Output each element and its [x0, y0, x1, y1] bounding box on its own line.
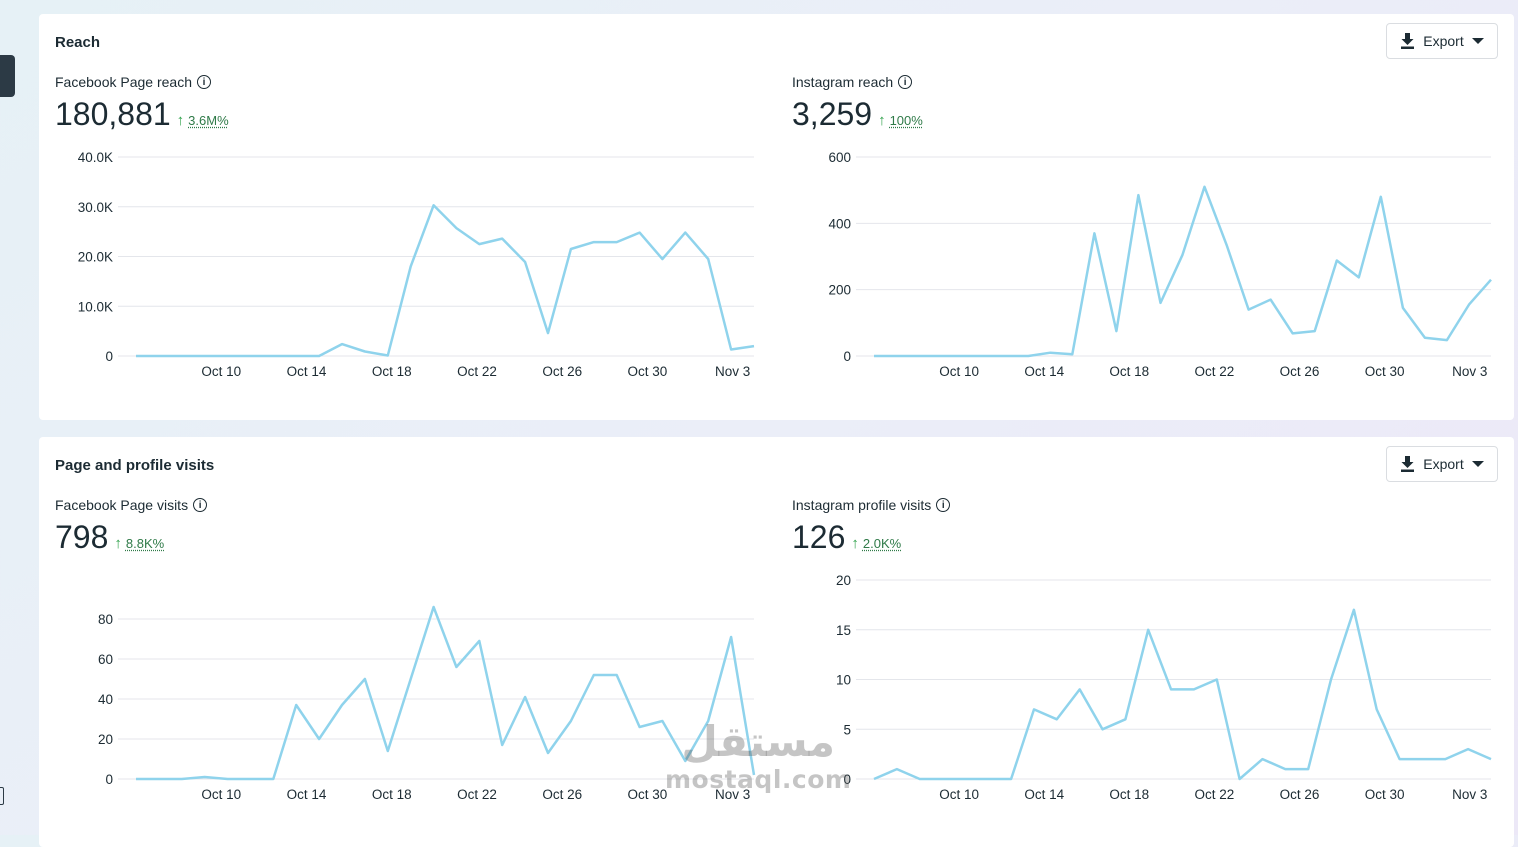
export-button[interactable]: Export — [1386, 446, 1498, 482]
x-tick-label: Oct 10 — [201, 364, 241, 379]
y-tick-label: 15 — [836, 623, 851, 638]
metric-value-row: 798 ↑ 8.8K% — [55, 519, 164, 556]
side-tab[interactable] — [0, 55, 15, 97]
x-tick-label: Oct 14 — [287, 364, 327, 379]
chart-facebook-page-visits[interactable]: 0 20 40 60 80 Oct 10 Oct 14 Oct 18 Oct 22 Oct 26 O… — [39, 437, 799, 817]
y-tick-label: 20 — [836, 573, 851, 588]
y-tick-label: 200 — [828, 283, 851, 298]
y-tick-label: 20.0K — [78, 250, 113, 265]
x-tick-label: Oct 18 — [1109, 787, 1149, 802]
export-label: Export — [1423, 33, 1464, 49]
metric-label-text: Facebook Page reach — [55, 74, 192, 90]
x-tick-label: Nov 3 — [1452, 364, 1487, 379]
x-tick-label: Oct 30 — [1365, 787, 1405, 802]
metric-value: 798 — [55, 519, 109, 555]
metric-label-text: Facebook Page visits — [55, 497, 189, 513]
x-tick-label: Nov 3 — [715, 787, 750, 802]
arrow-up-icon: ↑ — [851, 535, 859, 552]
visits-card: Page and profile visits Export Facebook … — [39, 437, 1514, 847]
metric-value: 180,881 — [55, 96, 171, 132]
x-tick-label: Oct 22 — [1195, 364, 1235, 379]
reach-card: Reach Export Facebook Page reach i 180,88… — [39, 14, 1514, 420]
x-tick-label: Oct 10 — [201, 787, 241, 802]
export-label: Export — [1423, 456, 1464, 472]
x-tick-label: Oct 18 — [372, 787, 412, 802]
x-tick-label: Oct 10 — [939, 364, 979, 379]
series-line — [136, 204, 755, 358]
x-tick-label: Oct 22 — [1195, 787, 1235, 802]
download-icon — [1401, 33, 1415, 49]
chart-instagram-reach[interactable]: 0 200 400 600 Oct 10 Oct 14 Oct 18 Oct 22 Oct 26… — [39, 14, 1509, 394]
metric-label: Instagram reach i — [792, 74, 913, 90]
x-tick-label: Oct 30 — [628, 787, 668, 802]
y-tick-label: 400 — [828, 216, 851, 231]
x-tick-label: Oct 30 — [628, 364, 668, 379]
caret-down-icon — [1471, 38, 1484, 44]
info-icon[interactable]: i — [193, 498, 208, 512]
metric-value-row: 3,259 ↑ 100% — [792, 96, 923, 133]
info-icon[interactable]: i — [936, 498, 951, 512]
metric-label-text: Instagram reach — [792, 74, 894, 90]
series-line — [136, 605, 756, 781]
metric-change[interactable]: 8.8K% — [125, 536, 165, 551]
y-tick-label: 80 — [98, 612, 113, 627]
y-tick-label: 40.0K — [78, 150, 113, 165]
x-tick-label: Oct 14 — [1024, 787, 1064, 802]
series-line — [873, 608, 1492, 781]
x-tick-label: Oct 10 — [939, 787, 979, 802]
metric-change[interactable]: 3.6M% — [188, 113, 229, 128]
y-tick-label: 0 — [105, 349, 113, 364]
y-tick-label: 600 — [828, 150, 851, 165]
x-tick-label: Oct 22 — [457, 364, 497, 379]
metric-value-row: 126 ↑ 2.0K% — [792, 519, 901, 556]
chart-facebook-page-reach[interactable]: 0 10.0K 20.0K 30.0K 40.0K Oct 10 Oct 14 Oct 18 O… — [39, 14, 799, 394]
caret-down-icon — [1471, 461, 1484, 467]
arrow-up-icon: ↑ — [176, 112, 185, 129]
metric-value: 3,259 — [792, 96, 873, 132]
section-title: Page and profile visits — [55, 457, 215, 474]
download-icon — [1401, 456, 1415, 472]
info-icon[interactable]: i — [196, 75, 211, 89]
x-tick-label: Nov 3 — [715, 364, 750, 379]
x-tick-label: Nov 3 — [1452, 787, 1487, 802]
y-tick-label: 0 — [843, 349, 851, 364]
metric-label-text: Instagram profile visits — [792, 497, 932, 513]
x-tick-label: Oct 26 — [1280, 787, 1320, 802]
arrow-up-icon: ↑ — [114, 535, 122, 552]
x-tick-label: Oct 26 — [542, 364, 582, 379]
arrow-up-icon: ↑ — [878, 112, 886, 129]
x-tick-label: Oct 14 — [1024, 364, 1064, 379]
export-button[interactable]: Export — [1386, 23, 1498, 59]
y-tick-label: 60 — [98, 652, 113, 667]
metric-change[interactable]: 100% — [889, 113, 923, 128]
metric-value: 126 — [792, 519, 846, 555]
y-tick-label: 0 — [105, 772, 113, 787]
side-bracket — [0, 787, 4, 805]
y-tick-label: 20 — [98, 732, 113, 747]
y-tick-label: 0 — [843, 772, 851, 787]
y-tick-label: 10.0K — [78, 299, 113, 314]
y-tick-label: 5 — [843, 722, 851, 737]
metric-label: Facebook Page reach i — [55, 74, 211, 90]
y-tick-label: 40 — [98, 692, 113, 707]
x-tick-label: Oct 30 — [1365, 364, 1405, 379]
metric-change[interactable]: 2.0K% — [862, 536, 902, 551]
x-tick-label: Oct 26 — [1280, 364, 1320, 379]
y-tick-label: 10 — [836, 673, 851, 688]
x-tick-label: Oct 18 — [372, 364, 412, 379]
series-line — [874, 185, 1492, 358]
x-tick-label: Oct 14 — [287, 787, 327, 802]
chart-instagram-profile-visits[interactable]: 0 5 10 15 20 Oct 10 Oct 14 Oct 18 Oct 22 Oct 26 Oc… — [39, 437, 1509, 817]
info-icon[interactable]: i — [898, 75, 913, 89]
metric-label: Facebook Page visits i — [55, 497, 208, 513]
metric-value-row: 180,881 ↑ 3.6M% — [55, 96, 229, 133]
x-tick-label: Oct 22 — [457, 787, 497, 802]
metric-label: Instagram profile visits i — [792, 497, 951, 513]
section-title: Reach — [55, 34, 101, 51]
x-tick-label: Oct 26 — [542, 787, 582, 802]
x-tick-label: Oct 18 — [1109, 364, 1149, 379]
y-tick-label: 30.0K — [78, 200, 113, 215]
